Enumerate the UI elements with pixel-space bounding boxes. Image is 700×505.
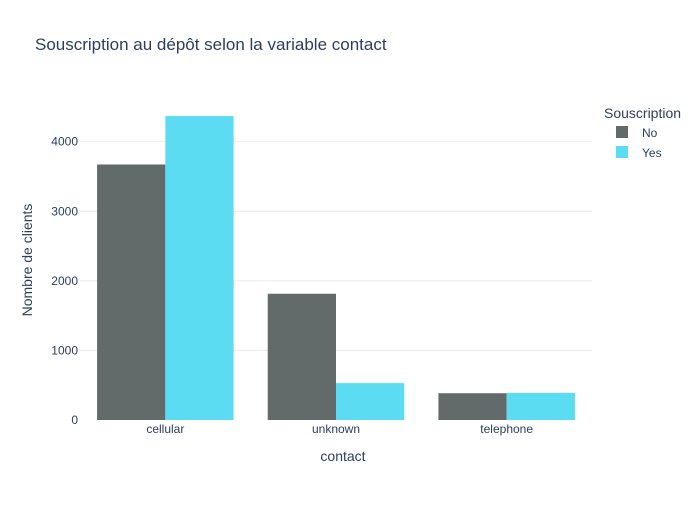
legend-swatch-yes[interactable] [616,146,628,158]
y-tick-label: 3000 [51,204,78,218]
legend-label-yes[interactable]: Yes [642,146,662,160]
chart-title: Souscription au dépôt selon la variable … [35,35,387,54]
y-tick-labels: 0 1000 2000 3000 4000 [51,135,78,427]
bar-cellular-yes[interactable] [165,116,234,420]
bar-unknown-yes[interactable] [336,383,405,420]
bar-telephone-yes[interactable] [506,392,575,420]
legend-swatch-no[interactable] [616,126,628,138]
y-axis-label: Nombre de clients [19,204,35,317]
y-tick-label: 2000 [51,274,78,288]
y-tick-label: 1000 [51,343,78,357]
legend-label-no[interactable]: No [642,126,658,140]
x-tick-label: cellular [146,422,184,436]
y-tick-label: 4000 [51,135,78,149]
bars [97,116,575,420]
x-axis-label: contact [320,448,365,464]
legend-title: Souscription [604,105,681,121]
x-tick-label: unknown [312,422,360,436]
bar-unknown-no[interactable] [267,293,336,420]
x-tick-label: telephone [480,422,533,436]
x-tick-labels: cellular unknown telephone [146,422,533,436]
legend[interactable]: Souscription No Yes [604,105,681,160]
bar-telephone-no[interactable] [438,393,507,420]
y-tick-label: 0 [71,413,78,427]
bar-cellular-no[interactable] [97,164,166,420]
